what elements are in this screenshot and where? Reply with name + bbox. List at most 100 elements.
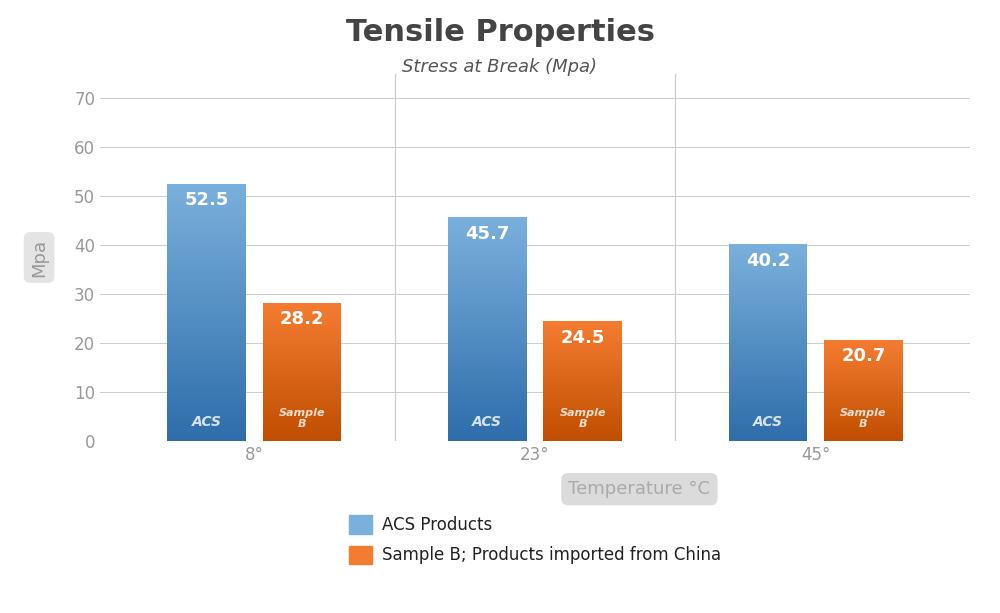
Bar: [824, 369, 903, 370]
Bar: [543, 326, 622, 327]
Bar: [167, 242, 246, 245]
Bar: [167, 374, 246, 377]
Bar: [263, 389, 341, 391]
Bar: [543, 432, 622, 434]
Bar: [729, 308, 807, 311]
Bar: [824, 352, 903, 354]
Bar: [729, 294, 807, 296]
Bar: [729, 432, 807, 434]
Bar: [543, 387, 622, 389]
Bar: [824, 376, 903, 378]
Bar: [729, 414, 807, 417]
Bar: [263, 436, 341, 438]
Bar: [448, 377, 527, 379]
Bar: [543, 429, 622, 431]
Bar: [167, 238, 246, 242]
Bar: [448, 299, 527, 301]
Bar: [729, 330, 807, 333]
Bar: [824, 341, 903, 343]
Bar: [167, 245, 246, 248]
Bar: [543, 425, 622, 427]
Bar: [263, 357, 341, 359]
Bar: [824, 403, 903, 405]
Text: ACS: ACS: [753, 415, 783, 429]
Bar: [824, 367, 903, 368]
Bar: [543, 396, 622, 398]
Bar: [263, 324, 341, 326]
Bar: [543, 333, 622, 335]
Bar: [824, 427, 903, 428]
Bar: [824, 365, 903, 367]
Bar: [448, 220, 527, 223]
Bar: [824, 438, 903, 439]
Bar: [448, 256, 527, 259]
Bar: [729, 367, 807, 370]
Bar: [167, 297, 246, 300]
Text: 40.2: 40.2: [746, 251, 790, 270]
Bar: [448, 307, 527, 310]
Bar: [448, 363, 527, 366]
Bar: [167, 290, 246, 293]
Bar: [448, 394, 527, 397]
Bar: [167, 332, 246, 335]
Bar: [729, 377, 807, 379]
Bar: [448, 343, 527, 346]
Bar: [824, 374, 903, 375]
Bar: [729, 400, 807, 402]
Bar: [263, 359, 341, 360]
Bar: [543, 360, 622, 362]
Bar: [167, 229, 246, 232]
Bar: [448, 413, 527, 416]
Text: 45.7: 45.7: [465, 224, 509, 243]
Bar: [729, 296, 807, 299]
Bar: [448, 240, 527, 243]
Bar: [824, 402, 903, 403]
Bar: [167, 300, 246, 303]
Bar: [729, 390, 807, 392]
Bar: [263, 365, 341, 367]
Bar: [824, 364, 903, 365]
Bar: [263, 350, 341, 351]
Bar: [729, 345, 807, 348]
Bar: [543, 348, 622, 350]
Bar: [263, 332, 341, 334]
Bar: [167, 396, 246, 400]
Bar: [263, 351, 341, 353]
Bar: [167, 413, 246, 416]
Bar: [729, 355, 807, 357]
Bar: [543, 356, 622, 357]
Bar: [448, 231, 527, 234]
Bar: [824, 412, 903, 413]
Bar: [824, 400, 903, 401]
Bar: [729, 303, 807, 306]
Bar: [167, 226, 246, 229]
Bar: [167, 232, 246, 235]
Bar: [729, 274, 807, 276]
Bar: [729, 385, 807, 387]
Bar: [167, 329, 246, 332]
Bar: [729, 370, 807, 372]
Bar: [167, 293, 246, 297]
Bar: [167, 419, 246, 422]
Bar: [824, 344, 903, 345]
Bar: [824, 420, 903, 421]
Bar: [729, 264, 807, 267]
Bar: [263, 400, 341, 402]
Bar: [448, 301, 527, 304]
Bar: [824, 357, 903, 359]
Bar: [263, 341, 341, 343]
Bar: [729, 405, 807, 407]
Bar: [824, 394, 903, 395]
Bar: [448, 217, 527, 220]
Bar: [824, 387, 903, 388]
Bar: [729, 340, 807, 343]
Bar: [729, 286, 807, 289]
Bar: [448, 340, 527, 343]
Bar: [729, 267, 807, 269]
Bar: [729, 429, 807, 432]
Bar: [167, 400, 246, 403]
Bar: [167, 287, 246, 290]
Bar: [167, 223, 246, 226]
Bar: [448, 315, 527, 318]
Bar: [167, 390, 246, 393]
